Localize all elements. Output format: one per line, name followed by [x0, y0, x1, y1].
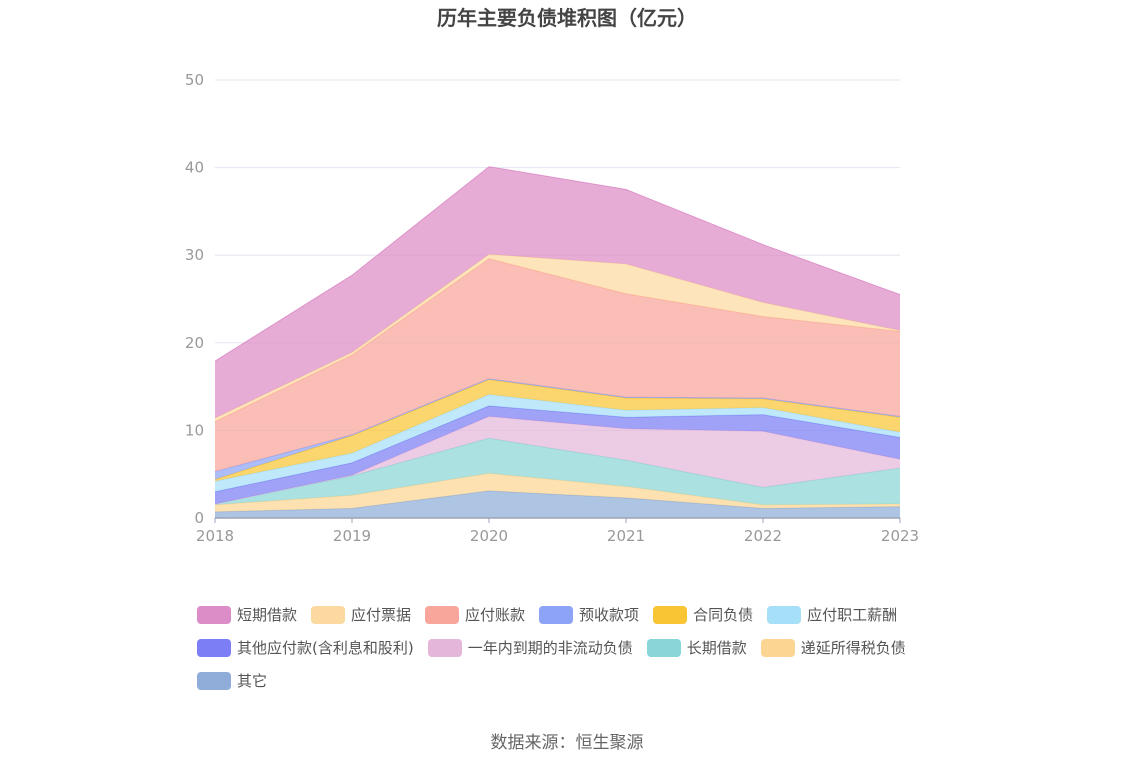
legend-item[interactable]: 预收款项	[539, 604, 639, 625]
legend-swatch	[646, 638, 681, 657]
x-tick-label: 2021	[607, 527, 645, 545]
legend-label: 一年内到期的非流动负债	[467, 639, 633, 657]
stacked-area-chart: 历年主要负债堆积图（亿元） 0 10 20 30 40 50 2018 2019 2020 202…	[185, 6, 919, 545]
area-series-8	[215, 258, 900, 472]
legend-swatch	[760, 638, 795, 657]
legend-label: 短期借款	[237, 606, 298, 624]
axes: 0 10 20 30 40 50 2018 2019 2020 2021 2022 2023	[185, 71, 919, 545]
legend-swatch	[197, 671, 231, 690]
area-series-4	[215, 405, 900, 504]
area-series-10	[215, 166, 900, 419]
legend-swatch	[197, 605, 231, 624]
legend-swatch	[425, 605, 460, 624]
legend-item[interactable]: 应付账款	[425, 604, 525, 625]
area-series-2	[215, 438, 900, 505]
area-series-3	[215, 416, 900, 504]
legend-row: 短期借款 应付票据 应付账款 预收款项 合同负债 应付职工薪酬	[197, 598, 957, 631]
y-tick-label: 0	[194, 509, 204, 527]
x-tick-label: 2018	[196, 527, 234, 545]
x-tick-label: 2022	[744, 527, 782, 545]
legend-swatch	[767, 605, 802, 624]
area-series-1	[215, 473, 900, 512]
legend-label: 应付职工薪酬	[807, 606, 898, 624]
x-tick-label: 2023	[881, 527, 919, 545]
area-series-6	[215, 379, 900, 482]
legend-item[interactable]: 一年内到期的非流动负债	[427, 637, 633, 658]
legend-label: 应付票据	[351, 606, 412, 624]
y-tick-label: 10	[185, 421, 204, 439]
area-series-0	[215, 490, 900, 518]
y-tick-label: 30	[185, 246, 204, 264]
legend-item[interactable]: 合同负债	[653, 604, 753, 625]
legend-swatch	[197, 638, 231, 657]
y-tick-label: 40	[185, 159, 204, 177]
area-series-9	[215, 254, 900, 422]
legend-label: 其它	[237, 672, 268, 690]
legend-label: 预收款项	[579, 606, 640, 624]
x-tick-label: 2019	[333, 527, 371, 545]
legend-row: 其他应付款(含利息和股利) 一年内到期的非流动负债 长期借款 递延所得税负债	[197, 631, 957, 664]
data-source: 数据来源：恒生聚源	[490, 733, 644, 753]
legend-swatch	[311, 605, 346, 624]
x-tick-label: 2020	[470, 527, 508, 545]
area-series-edge-10	[214, 166, 901, 362]
legend-row: 其它	[197, 664, 957, 697]
legend-item[interactable]: 短期借款	[197, 604, 297, 625]
y-tick-label: 20	[185, 334, 204, 352]
legend-item[interactable]: 应付职工薪酬	[767, 604, 897, 625]
y-tick-label: 50	[185, 71, 204, 89]
legend-label: 长期借款	[686, 639, 747, 657]
area-series-group	[214, 166, 901, 518]
legend-swatch	[427, 638, 462, 657]
legend-item[interactable]: 其他应付款(含利息和股利)	[197, 637, 414, 658]
legend-label: 应付账款	[465, 606, 526, 624]
legend-label: 其他应付款(含利息和股利)	[237, 639, 414, 657]
legend: 短期借款 应付票据 应付账款 预收款项 合同负债 应付职工薪酬其他应付款(含利息和股利) 一…	[197, 598, 957, 697]
chart-title: 历年主要负债堆积图（亿元）	[437, 6, 697, 30]
legend-item[interactable]: 递延所得税负债	[760, 637, 906, 658]
legend-swatch	[653, 605, 688, 624]
legend-label: 合同负债	[693, 606, 754, 624]
legend-item[interactable]: 其它	[197, 670, 267, 691]
legend-item[interactable]: 长期借款	[646, 637, 747, 658]
legend-item[interactable]: 应付票据	[311, 604, 411, 625]
legend-swatch	[539, 605, 574, 624]
legend-label: 递延所得税负债	[800, 639, 906, 657]
